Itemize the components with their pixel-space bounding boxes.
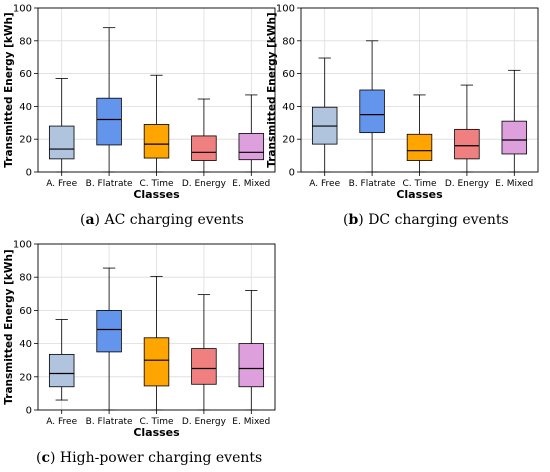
- chart-panel-c: 0 20 40 60 80 100 A. Free B. Flatrate C. Time D. …: [3, 240, 276, 439]
- y-tick-label: 40: [19, 102, 32, 113]
- y-tick-label: 40: [282, 102, 295, 113]
- x-axis-label: Classes: [396, 188, 443, 201]
- y-tick-label: 40: [19, 339, 32, 350]
- y-tick-label: 0: [26, 168, 32, 179]
- x-tick-label: A. Free: [309, 179, 340, 189]
- caption-text: High-power charging events: [59, 450, 263, 466]
- box: [238, 343, 265, 388]
- y-tick-label: 60: [19, 69, 32, 80]
- y-tick-label: 60: [19, 306, 32, 317]
- x-axis-label: Classes: [133, 426, 180, 439]
- x-tick-label: A. Free: [46, 179, 77, 189]
- y-axis-label: Transmitted Energy [kWh]: [266, 12, 278, 167]
- caption-text: AC charging events: [104, 212, 244, 228]
- y-tick-label: 20: [19, 135, 32, 146]
- x-tick-label: C. Time: [139, 417, 173, 427]
- y-tick-label: 80: [19, 36, 32, 47]
- box: [191, 348, 217, 385]
- box: [96, 309, 122, 353]
- box: [359, 89, 385, 134]
- y-axis-label: Transmitted Energy [kWh]: [3, 249, 15, 404]
- y-axis-label: Transmitted Energy [kWh]: [3, 12, 15, 167]
- y-tick-label: 0: [26, 406, 32, 417]
- x-tick-label: C. Time: [139, 179, 173, 189]
- x-tick-label: B. Flatrate: [349, 179, 396, 189]
- y-tick-label: 0: [289, 168, 295, 179]
- plot-frame: [37, 7, 276, 173]
- chart-panel-b: 0 20 40 60 80 100 A. Free B. Flatrate C. Time D. …: [266, 4, 539, 201]
- box: [191, 135, 217, 161]
- chart-panel-a: 0 20 40 60 80 100 A. Free B. Flatrate C. Time D. …: [3, 4, 276, 201]
- x-tick-label: D. Energy: [182, 417, 227, 427]
- caption-c: (c) High-power charging events: [36, 450, 263, 466]
- y-tick-label: 20: [282, 135, 295, 146]
- box: [454, 128, 480, 160]
- box: [48, 353, 75, 388]
- y-tick-label: 100: [13, 240, 32, 251]
- caption-label: b: [348, 212, 359, 228]
- x-tick-label: C. Time: [402, 179, 436, 189]
- x-tick-label: D. Energy: [445, 179, 490, 189]
- caption-label: a: [85, 212, 95, 228]
- box: [406, 133, 433, 161]
- box: [48, 125, 75, 160]
- caption-text: DC charging events: [368, 212, 509, 228]
- y-tick-label: 80: [282, 36, 295, 47]
- x-tick-label: E. Mixed: [232, 179, 270, 189]
- y-tick-label: 60: [282, 69, 295, 80]
- y-tick-label: 100: [276, 4, 295, 15]
- box: [96, 97, 122, 146]
- y-tick-label: 100: [13, 4, 32, 15]
- y-tick-label: 80: [19, 273, 32, 284]
- x-tick-label: B. Flatrate: [86, 417, 133, 427]
- x-tick-label: E. Mixed: [495, 179, 533, 189]
- box: [501, 120, 528, 155]
- x-tick-label: A. Free: [46, 417, 77, 427]
- box: [238, 133, 265, 161]
- caption-label: c: [41, 450, 50, 466]
- caption-a: (a) AC charging events: [80, 212, 244, 228]
- x-axis-label: Classes: [133, 188, 180, 201]
- plot-frame: [37, 243, 276, 411]
- box: [143, 337, 170, 387]
- box: [143, 124, 170, 159]
- y-tick-label: 20: [19, 372, 32, 383]
- x-tick-label: D. Energy: [182, 179, 227, 189]
- caption-b: (b) DC charging events: [343, 212, 509, 228]
- x-tick-label: E. Mixed: [232, 417, 270, 427]
- x-tick-label: B. Flatrate: [86, 179, 133, 189]
- plot-frame: [300, 7, 539, 173]
